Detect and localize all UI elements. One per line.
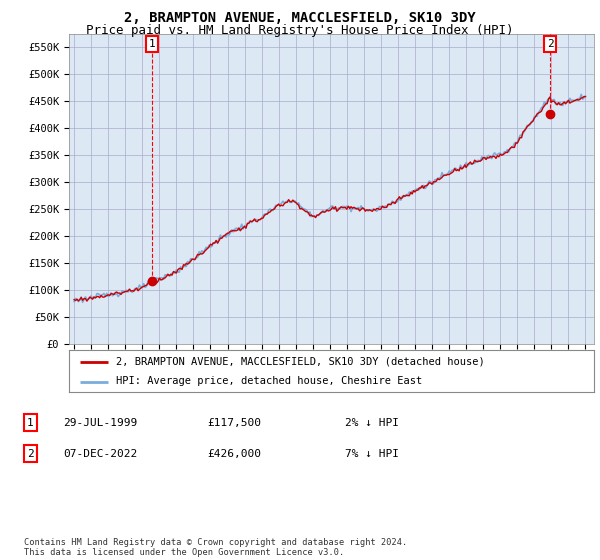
Text: 2% ↓ HPI: 2% ↓ HPI [345,418,399,428]
Text: Price paid vs. HM Land Registry's House Price Index (HPI): Price paid vs. HM Land Registry's House … [86,24,514,36]
Text: 1: 1 [149,39,155,49]
Text: Contains HM Land Registry data © Crown copyright and database right 2024.
This d: Contains HM Land Registry data © Crown c… [24,538,407,557]
Text: 7% ↓ HPI: 7% ↓ HPI [345,449,399,459]
Text: 2: 2 [27,449,34,459]
Text: 2, BRAMPTON AVENUE, MACCLESFIELD, SK10 3DY (detached house): 2, BRAMPTON AVENUE, MACCLESFIELD, SK10 3… [116,357,485,367]
Text: £117,500: £117,500 [207,418,261,428]
Text: £426,000: £426,000 [207,449,261,459]
Text: 2: 2 [547,39,553,49]
Text: 1: 1 [27,418,34,428]
Text: HPI: Average price, detached house, Cheshire East: HPI: Average price, detached house, Ches… [116,376,422,386]
Text: 07-DEC-2022: 07-DEC-2022 [63,449,137,459]
Text: 2, BRAMPTON AVENUE, MACCLESFIELD, SK10 3DY: 2, BRAMPTON AVENUE, MACCLESFIELD, SK10 3… [124,11,476,25]
Text: 29-JUL-1999: 29-JUL-1999 [63,418,137,428]
